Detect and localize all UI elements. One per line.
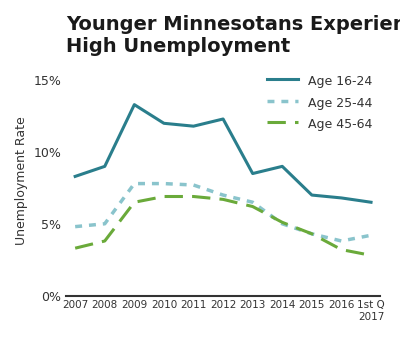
Age 25-44 (339, 239, 344, 243)
Age 16-24 (339, 196, 344, 200)
Age 16-24 (73, 174, 78, 178)
Age 45-64 (102, 239, 107, 243)
Line: Age 25-44: Age 25-44 (75, 184, 371, 241)
Age 16-24 (280, 164, 285, 168)
Age 16-24 (102, 164, 107, 168)
Age 45-64 (221, 197, 226, 202)
Age 16-24 (310, 193, 314, 197)
Age 45-64 (132, 200, 137, 204)
Age 25-44 (280, 222, 285, 226)
Age 45-64 (73, 246, 78, 250)
Age 25-44 (221, 193, 226, 197)
Age 45-64 (369, 253, 374, 257)
Age 25-44 (132, 182, 137, 186)
Line: Age 45-64: Age 45-64 (75, 196, 371, 255)
Y-axis label: Unemployment Rate: Unemployment Rate (15, 116, 28, 245)
Age 45-64 (310, 232, 314, 236)
Age 25-44 (162, 182, 166, 186)
Age 45-64 (250, 205, 255, 209)
Age 45-64 (162, 194, 166, 198)
Age 16-24 (132, 103, 137, 107)
Age 25-44 (73, 225, 78, 229)
Age 16-24 (221, 117, 226, 121)
Age 25-44 (191, 183, 196, 187)
Age 25-44 (369, 233, 374, 237)
Age 16-24 (191, 124, 196, 128)
Line: Age 16-24: Age 16-24 (75, 105, 371, 202)
Age 45-64 (280, 220, 285, 224)
Age 16-24 (369, 200, 374, 204)
Age 25-44 (310, 232, 314, 236)
Age 45-64 (191, 194, 196, 198)
Age 25-44 (102, 222, 107, 226)
Age 45-64 (339, 248, 344, 252)
Text: Younger Minnesotans Experience
High Unemployment: Younger Minnesotans Experience High Unem… (66, 15, 400, 56)
Age 16-24 (250, 172, 255, 176)
Age 16-24 (162, 121, 166, 125)
Age 25-44 (250, 200, 255, 204)
Legend: Age 16-24, Age 25-44, Age 45-64: Age 16-24, Age 25-44, Age 45-64 (262, 68, 377, 136)
